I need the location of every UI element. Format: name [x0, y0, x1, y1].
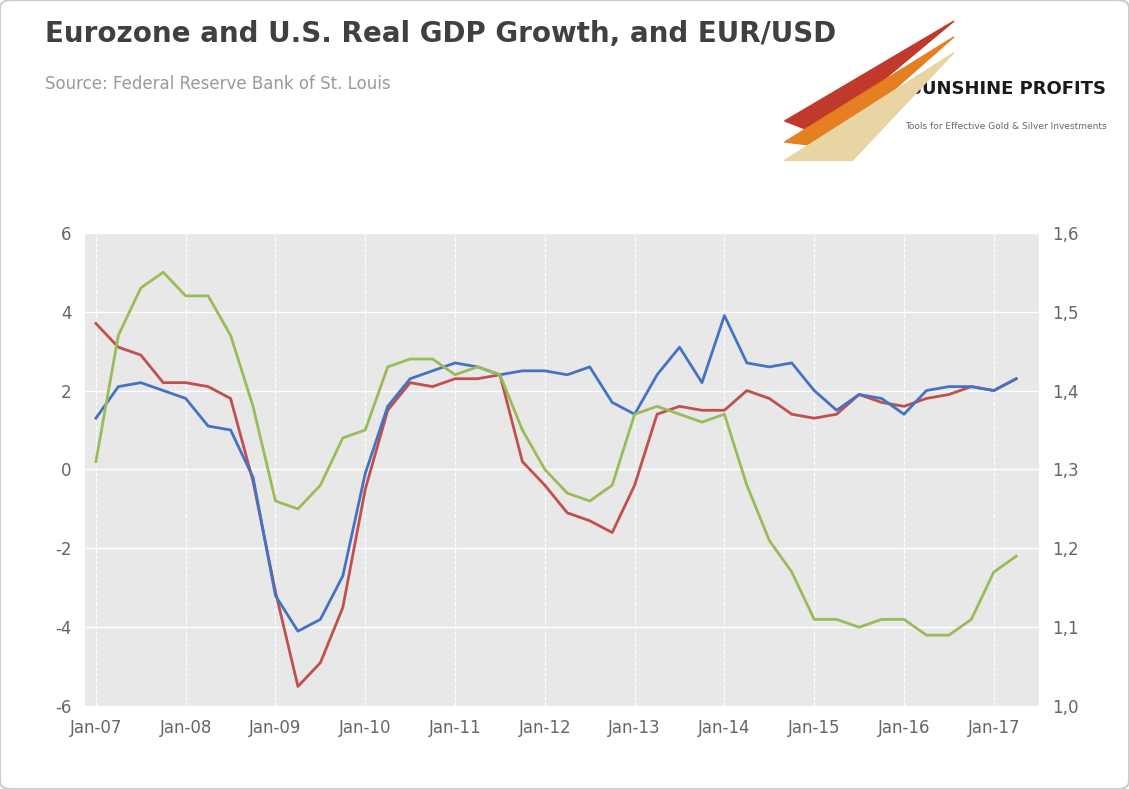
Polygon shape: [785, 53, 954, 160]
Text: Eurozone and U.S. Real GDP Growth, and EUR/USD: Eurozone and U.S. Real GDP Growth, and E…: [45, 20, 837, 47]
Text: SUNSHINE PROFITS: SUNSHINE PROFITS: [910, 80, 1106, 99]
Text: Source: Federal Reserve Bank of St. Louis: Source: Federal Reserve Bank of St. Loui…: [45, 75, 391, 93]
Text: Tools for Effective Gold & Silver Investments: Tools for Effective Gold & Silver Invest…: [904, 122, 1106, 131]
Polygon shape: [785, 21, 954, 134]
Polygon shape: [785, 37, 954, 148]
